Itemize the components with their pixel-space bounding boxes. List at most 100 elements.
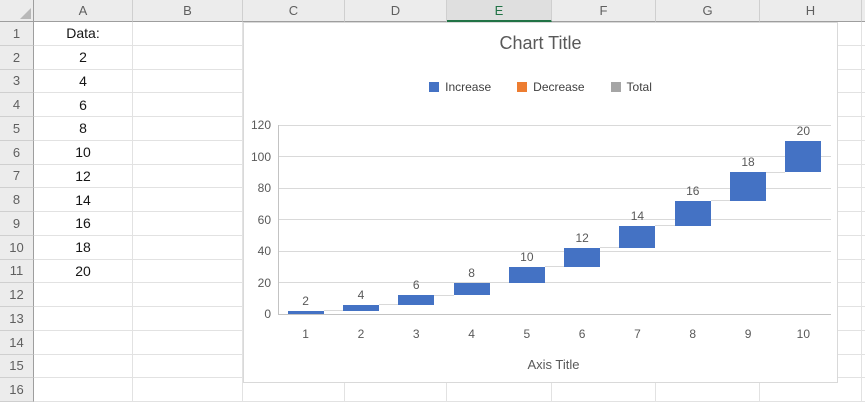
x-tick-label-9: 9	[744, 327, 752, 341]
cell-B10[interactable]	[133, 235, 243, 260]
cell-A7[interactable]: 12	[34, 164, 133, 189]
col-header-stub	[862, 0, 865, 22]
cell-B12[interactable]	[133, 283, 243, 307]
cell-B1[interactable]	[133, 22, 243, 46]
cell-B13[interactable]	[133, 307, 243, 331]
col-header-D[interactable]: D	[345, 0, 447, 22]
waterfall-bar-4[interactable]	[453, 282, 490, 296]
gridline-y-40	[278, 250, 831, 252]
cell-B6[interactable]	[133, 140, 243, 165]
col-header-B[interactable]: B	[133, 0, 243, 22]
row-header-15[interactable]: 15	[0, 354, 34, 379]
waterfall-bar-3[interactable]	[398, 295, 435, 305]
row-header-6[interactable]: 6	[0, 140, 34, 165]
row-header-9[interactable]: 9	[0, 212, 34, 236]
col-header-E[interactable]: E	[447, 0, 552, 22]
gridline-y-60	[278, 219, 831, 220]
y-tick-label-60: 60	[257, 212, 271, 227]
row-header-5[interactable]: 5	[0, 117, 34, 141]
row-header-2[interactable]: 2	[0, 45, 34, 70]
legend-swatch-decrease	[517, 82, 528, 92]
connector-line-8	[710, 200, 731, 202]
cell-stub-10	[862, 235, 865, 260]
cell-A5[interactable]: 8	[34, 117, 133, 141]
legend-item-decrease[interactable]: Decrease	[517, 80, 585, 94]
waterfall-bar-1[interactable]	[287, 310, 324, 314]
row-header-13[interactable]: 13	[0, 307, 34, 331]
cell-B5[interactable]	[133, 117, 243, 141]
cell-stub-4	[862, 93, 865, 117]
legend-item-total[interactable]: Total	[610, 80, 652, 94]
waterfall-bar-2[interactable]	[342, 304, 379, 311]
connector-line-3	[434, 294, 454, 296]
connector-line-6	[600, 247, 620, 249]
cell-B7[interactable]	[133, 164, 243, 189]
cell-A10[interactable]: 18	[34, 235, 133, 260]
cell-B3[interactable]	[133, 69, 243, 94]
waterfall-bar-10[interactable]	[785, 140, 822, 173]
cell-A2[interactable]: 2	[34, 45, 133, 70]
row-header-3[interactable]: 3	[0, 69, 34, 94]
cell-A4[interactable]: 6	[34, 93, 133, 117]
cell-A1[interactable]: Data:	[34, 22, 133, 46]
col-header-F[interactable]: F	[552, 0, 656, 22]
legend-label: Total	[626, 80, 652, 94]
cell-B4[interactable]	[133, 93, 243, 117]
bar-data-label-8: 16	[686, 183, 700, 198]
legend-item-increase[interactable]: Increase	[429, 80, 491, 94]
cell-A14[interactable]	[34, 330, 133, 355]
cell-A11[interactable]: 20	[34, 259, 133, 284]
cell-A6[interactable]: 10	[34, 140, 133, 165]
cell-A3[interactable]: 4	[34, 69, 133, 94]
row-header-4[interactable]: 4	[0, 93, 34, 117]
row-header-1[interactable]: 1	[0, 22, 34, 46]
waterfall-bar-7[interactable]	[619, 225, 656, 248]
row-header-7[interactable]: 7	[0, 164, 34, 189]
connector-line-7	[655, 225, 675, 227]
x-tick-label-7: 7	[634, 327, 641, 341]
col-header-H[interactable]: H	[760, 0, 862, 22]
bar-data-label-7: 14	[630, 208, 645, 223]
cell-A8[interactable]: 14	[34, 188, 133, 212]
cell-B16[interactable]	[133, 378, 243, 402]
cell-B8[interactable]	[133, 188, 243, 212]
row-header-16[interactable]: 16	[0, 378, 34, 402]
cell-stub-6	[862, 140, 865, 165]
cell-A16[interactable]	[34, 378, 133, 402]
bar-data-label-9: 18	[741, 155, 755, 170]
x-axis-title[interactable]: Axis Title	[527, 357, 580, 372]
x-tick-label-5: 5	[523, 327, 531, 341]
row-header-12[interactable]: 12	[0, 283, 34, 307]
col-header-G[interactable]: G	[656, 0, 760, 22]
cell-B15[interactable]	[133, 354, 243, 379]
cell-stub-12	[862, 283, 865, 307]
cell-A12[interactable]	[34, 283, 133, 307]
cell-A9[interactable]: 16	[34, 212, 133, 236]
plot-area: 0 20 40 60 80 100 120 2 1 4 2 6 3 8 4 10 5 12 6 14 7 16 8 18 9 20…	[244, 23, 837, 382]
cell-B11[interactable]	[133, 259, 243, 284]
row-header-10[interactable]: 10	[0, 235, 34, 260]
cell-A15[interactable]	[34, 354, 133, 379]
y-tick-label-120: 120	[250, 118, 271, 132]
col-header-A[interactable]: A	[34, 0, 133, 22]
x-tick-label-6: 6	[578, 327, 586, 341]
connector-line-1	[323, 310, 343, 312]
cell-B2[interactable]	[133, 45, 243, 70]
chart[interactable]: Chart Title Increase Decrease Total 0 20 40 6…	[243, 22, 838, 383]
bar-data-label-6: 12	[575, 230, 589, 245]
cell-B14[interactable]	[133, 330, 243, 355]
waterfall-bar-5[interactable]	[508, 266, 545, 283]
cell-stub-3	[862, 69, 865, 94]
waterfall-bar-8[interactable]	[674, 200, 711, 226]
row-header-14[interactable]: 14	[0, 330, 34, 355]
cell-A13[interactable]	[34, 307, 133, 331]
select-all-corner[interactable]	[0, 0, 34, 22]
row-header-8[interactable]: 8	[0, 188, 34, 212]
row-header-11[interactable]: 11	[0, 259, 34, 284]
cell-B9[interactable]	[133, 212, 243, 236]
col-header-C[interactable]: C	[243, 0, 345, 22]
waterfall-bar-9[interactable]	[730, 172, 767, 201]
legend-label: Increase	[445, 80, 492, 94]
waterfall-bar-6[interactable]	[564, 247, 601, 267]
chart-title[interactable]: Chart Title	[499, 33, 582, 53]
